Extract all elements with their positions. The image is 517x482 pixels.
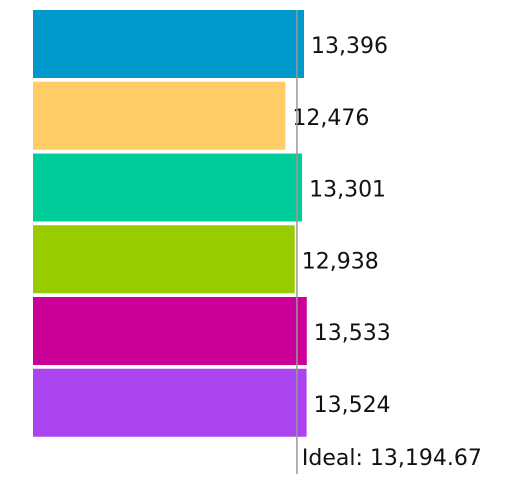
bar-1 — [33, 10, 304, 78]
bar-5 — [33, 297, 307, 365]
reference-line-layer: Ideal: 13,194.67 — [296, 10, 482, 474]
bars-layer — [33, 10, 307, 437]
data-label-4: 12,938 — [302, 249, 379, 274]
bar-3 — [33, 153, 303, 222]
data-label-2: 12,476 — [292, 106, 369, 131]
data-label-3: 13,301 — [309, 178, 386, 203]
data-label-1: 13,396 — [311, 34, 388, 59]
bar-4 — [33, 225, 295, 294]
data-label-6: 13,524 — [314, 393, 391, 418]
ideal-reference-label: Ideal: 13,194.67 — [302, 446, 482, 471]
data-labels-layer: 13,396 12,476 13,301 12,938 13,533 13,524 — [292, 34, 390, 418]
bar-6 — [33, 368, 307, 437]
bar-2 — [33, 81, 286, 150]
data-label-5: 13,533 — [314, 321, 391, 346]
